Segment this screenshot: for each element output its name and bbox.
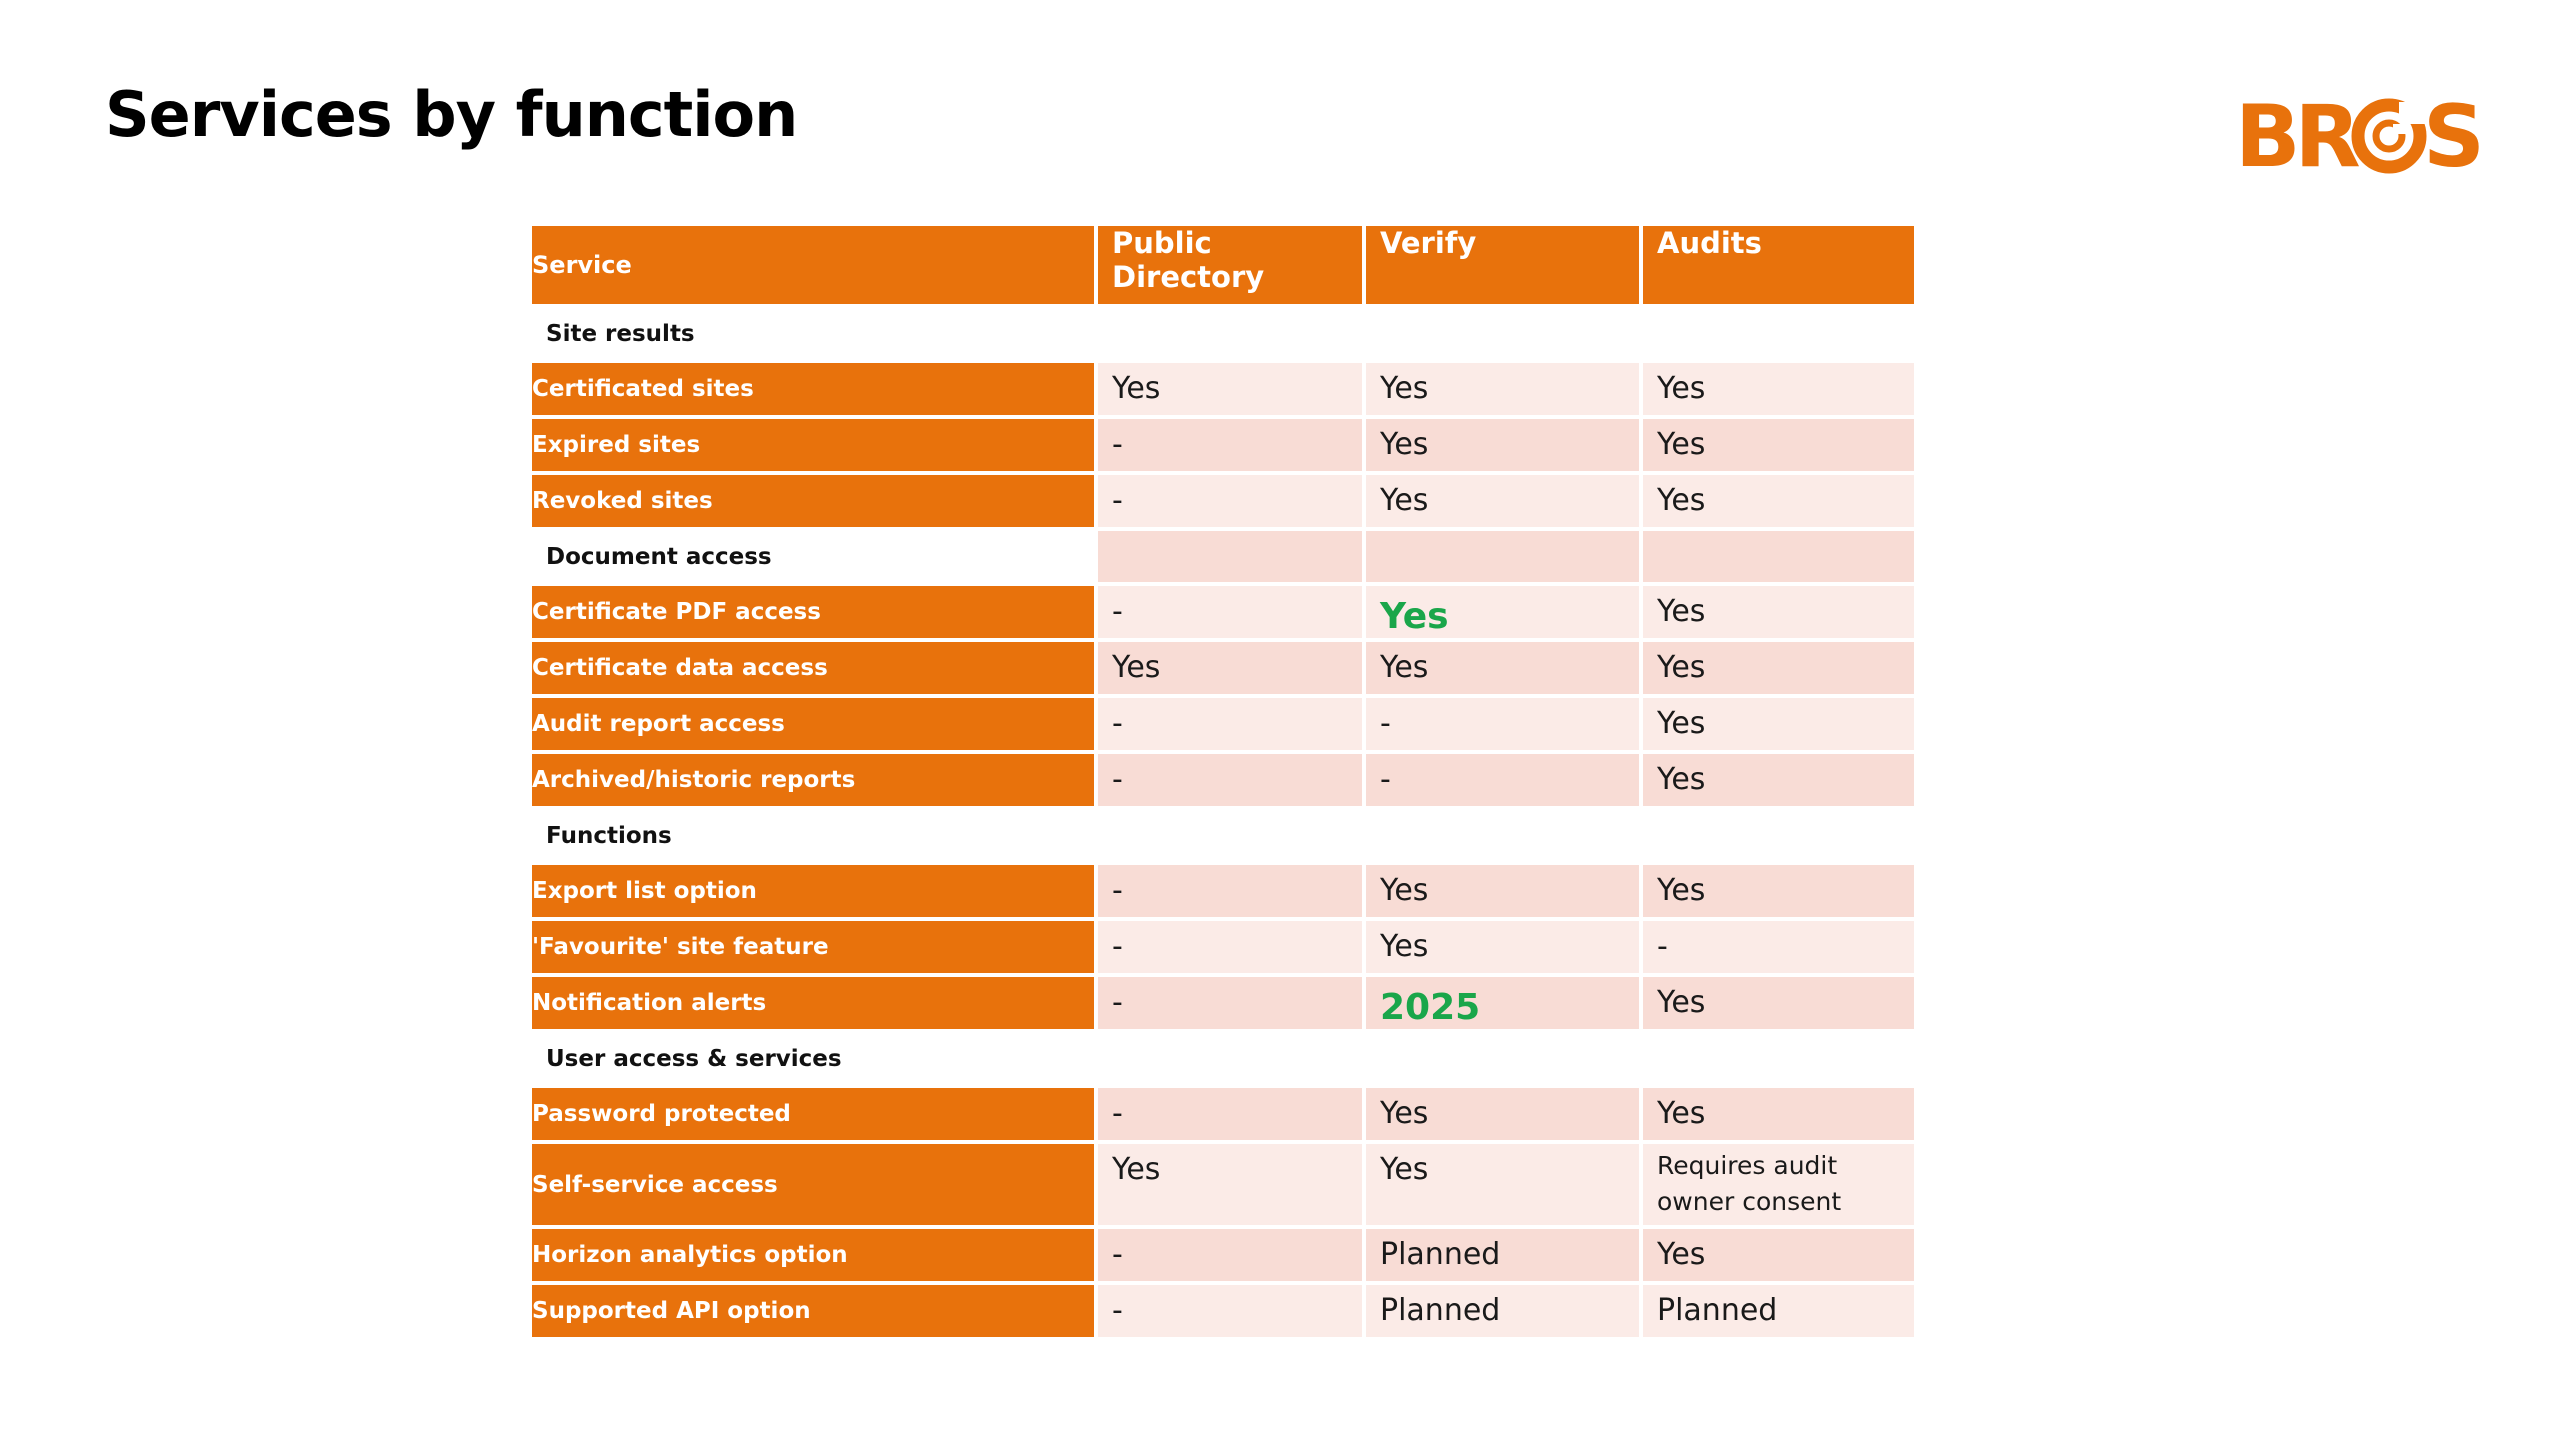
header-audits: Audits	[1639, 222, 1918, 308]
cell-verify: Yes	[1362, 638, 1643, 698]
table-row: Certificate PDF access - Yes Yes	[528, 582, 1918, 642]
table-row: Notification alerts - 2025 Yes	[528, 973, 1918, 1033]
cell-audits: Yes	[1639, 694, 1918, 754]
cell-verify: -	[1362, 750, 1643, 810]
cell-audits: Yes	[1639, 359, 1918, 419]
table-row: Self-service access Yes Yes Requires aud…	[528, 1140, 1918, 1229]
section-spacer-cell	[1639, 527, 1918, 586]
row-label: Password protected	[528, 1084, 1098, 1144]
brcgs-logo: BR S	[2235, 88, 2485, 178]
row-label: Self-service access	[528, 1140, 1098, 1229]
section-heading: User access & services	[528, 1029, 1918, 1088]
header-public-directory: Public Directory	[1094, 222, 1366, 308]
cell-verify-highlight: 2025	[1362, 973, 1643, 1033]
table-row: 'Favourite' site feature - Yes -	[528, 917, 1918, 977]
table-row: Horizon analytics option - Planned Yes	[528, 1225, 1918, 1285]
cell-public-directory: -	[1094, 973, 1366, 1033]
cell-public-directory: -	[1094, 582, 1366, 642]
cell-audits: Yes	[1639, 1084, 1918, 1144]
section-heading: Functions	[528, 806, 1918, 865]
cell-verify: Yes	[1362, 415, 1643, 475]
cell-public-directory: -	[1094, 471, 1366, 531]
cell-verify: Yes	[1362, 917, 1643, 977]
cell-public-directory: Yes	[1094, 359, 1366, 419]
cell-verify: Planned	[1362, 1225, 1643, 1285]
cell-verify: -	[1362, 694, 1643, 754]
cell-audits: Yes	[1639, 582, 1918, 642]
cell-audits: Yes	[1639, 973, 1918, 1033]
cell-verify: Yes	[1362, 1084, 1643, 1144]
row-label: Certificate data access	[528, 638, 1098, 698]
header-verify: Verify	[1362, 222, 1643, 308]
header-service: Service	[528, 222, 1098, 308]
table-row: Certificated sites Yes Yes Yes	[528, 359, 1918, 419]
cell-public-directory: -	[1094, 917, 1366, 977]
svg-text:BR: BR	[2235, 88, 2360, 178]
row-label: Expired sites	[528, 415, 1098, 475]
cell-audits: Planned	[1639, 1281, 1918, 1341]
section-row-user-access: User access & services	[528, 1029, 1918, 1088]
cell-audits: Requires audit owner consent	[1639, 1140, 1918, 1229]
table-row: Export list option - Yes Yes	[528, 861, 1918, 921]
section-heading: Document access	[528, 527, 1098, 586]
table-row: Supported API option - Planned Planned	[528, 1281, 1918, 1341]
cell-audits: Yes	[1639, 638, 1918, 698]
services-table: Service Public Directory Verify Audits S…	[528, 222, 1918, 1341]
cell-public-directory: -	[1094, 1225, 1366, 1285]
cell-audits: Yes	[1639, 415, 1918, 475]
cell-public-directory: -	[1094, 415, 1366, 475]
table-row: Audit report access - - Yes	[528, 694, 1918, 754]
row-label: Certificate PDF access	[528, 582, 1098, 642]
table-header-row: Service Public Directory Verify Audits	[528, 222, 1918, 308]
table-row: Certificate data access Yes Yes Yes	[528, 638, 1918, 698]
row-label: Horizon analytics option	[528, 1225, 1098, 1285]
section-spacer-cell	[1362, 527, 1643, 586]
cell-audits: Yes	[1639, 750, 1918, 810]
cell-verify: Yes	[1362, 1140, 1643, 1229]
cell-public-directory: -	[1094, 1281, 1366, 1341]
cell-audits: Yes	[1639, 1225, 1918, 1285]
cell-public-directory: Yes	[1094, 638, 1366, 698]
cell-verify: Planned	[1362, 1281, 1643, 1341]
cell-public-directory: -	[1094, 750, 1366, 810]
row-label: 'Favourite' site feature	[528, 917, 1098, 977]
page-title: Services by function	[105, 78, 798, 151]
section-heading: Site results	[528, 304, 1918, 363]
cell-audits: Yes	[1639, 471, 1918, 531]
cell-public-directory: -	[1094, 1084, 1366, 1144]
cell-public-directory: -	[1094, 694, 1366, 754]
row-label: Revoked sites	[528, 471, 1098, 531]
cell-public-directory: -	[1094, 861, 1366, 921]
cell-public-directory: Yes	[1094, 1140, 1366, 1229]
cell-verify: Yes	[1362, 861, 1643, 921]
table-row: Expired sites - Yes Yes	[528, 415, 1918, 475]
table-row: Password protected - Yes Yes	[528, 1084, 1918, 1144]
row-label: Supported API option	[528, 1281, 1098, 1341]
cell-audits: -	[1639, 917, 1918, 977]
table-row: Revoked sites - Yes Yes	[528, 471, 1918, 531]
cell-audits: Yes	[1639, 861, 1918, 921]
section-row-document-access: Document access	[528, 527, 1918, 586]
section-row-functions: Functions	[528, 806, 1918, 865]
row-label: Certificated sites	[528, 359, 1098, 419]
section-row-site-results: Site results	[528, 304, 1918, 363]
row-label: Archived/historic reports	[528, 750, 1098, 810]
table-row: Archived/historic reports - - Yes	[528, 750, 1918, 810]
cell-verify-highlight: Yes	[1362, 582, 1643, 642]
svg-text:S: S	[2423, 88, 2485, 178]
row-label: Notification alerts	[528, 973, 1098, 1033]
row-label: Audit report access	[528, 694, 1098, 754]
section-spacer-cell	[1094, 527, 1366, 586]
row-label: Export list option	[528, 861, 1098, 921]
cell-verify: Yes	[1362, 471, 1643, 531]
cell-verify: Yes	[1362, 359, 1643, 419]
